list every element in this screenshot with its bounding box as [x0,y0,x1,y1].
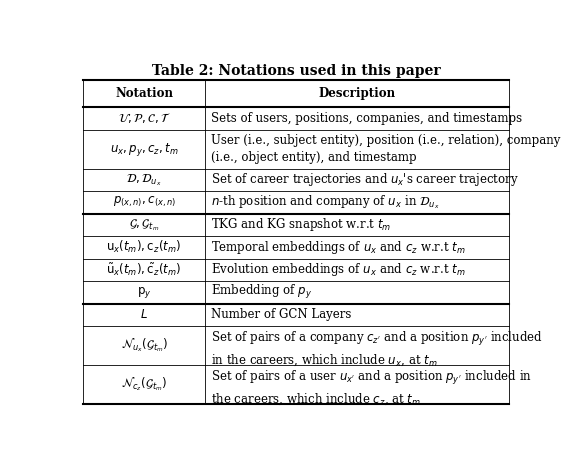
Text: $p_{(x,n)}, c_{(x,n)}$: $p_{(x,n)}, c_{(x,n)}$ [113,195,176,209]
Text: $\tilde{\mathrm{u}}_x(t_m), \tilde{\mathrm{c}}_z(t_m)$: $\tilde{\mathrm{u}}_x(t_m), \tilde{\math… [106,261,181,278]
Text: $u_x, p_y, c_z, t_m$: $u_x, p_y, c_z, t_m$ [110,140,179,158]
Text: $\mathcal{N}_{c_z}(\mathcal{G}_{t_m})$: $\mathcal{N}_{c_z}(\mathcal{G}_{t_m})$ [121,376,167,393]
Text: Temporal embeddings of $u_x$ and $c_z$ w.r.t $t_m$: Temporal embeddings of $u_x$ and $c_z$ w… [210,239,465,256]
Text: Set of career trajectories and $u_x$'s career trajectory: Set of career trajectories and $u_x$'s c… [210,171,518,188]
Text: Notation: Notation [115,87,173,100]
Text: Set of pairs of a user $u_{x'}$ and a position $p_{y'}$ included in
the careers,: Set of pairs of a user $u_{x'}$ and a po… [210,370,532,407]
Text: Set of pairs of a company $c_{z'}$ and a position $p_{y'}$ included
in the caree: Set of pairs of a company $c_{z'}$ and a… [210,330,542,369]
Text: User (i.e., subject entity), position (i.e., relation), company
(i.e., object en: User (i.e., subject entity), position (i… [210,134,560,164]
Text: Number of GCN Layers: Number of GCN Layers [210,309,351,322]
Text: $\mathcal{D}, \mathcal{D}_{u_x}$: $\mathcal{D}, \mathcal{D}_{u_x}$ [126,172,162,188]
Text: TKG and KG snapshot w.r.t $t_m$: TKG and KG snapshot w.r.t $t_m$ [210,216,391,233]
Text: Embedding of $p_y$: Embedding of $p_y$ [210,283,312,301]
Text: $\mathrm{u}_x(t_m), \mathrm{c}_z(t_m)$: $\mathrm{u}_x(t_m), \mathrm{c}_z(t_m)$ [106,239,181,255]
Text: Description: Description [318,87,395,100]
Text: $\mathcal{N}_{u_x}(\mathcal{G}_{t_m})$: $\mathcal{N}_{u_x}(\mathcal{G}_{t_m})$ [121,337,168,354]
Text: Evolution embeddings of $u_x$ and $c_z$ w.r.t $t_m$: Evolution embeddings of $u_x$ and $c_z$ … [210,261,465,279]
Text: Sets of users, positions, companies, and timestamps: Sets of users, positions, companies, and… [210,112,522,125]
Text: Table 2: Notations used in this paper: Table 2: Notations used in this paper [152,64,440,79]
Text: $\mathcal{U}, \mathcal{P}, \mathcal{C}, \mathcal{T}$: $\mathcal{U}, \mathcal{P}, \mathcal{C}, … [118,111,171,125]
Text: $L$: $L$ [140,309,148,322]
Text: $\mathcal{G}, \mathcal{G}_{t_m}$: $\mathcal{G}, \mathcal{G}_{t_m}$ [129,217,159,233]
Text: $n$-th position and company of $u_x$ in $\mathcal{D}_{u_x}$: $n$-th position and company of $u_x$ in … [210,194,439,211]
Text: $\mathrm{p}_y$: $\mathrm{p}_y$ [137,285,151,300]
